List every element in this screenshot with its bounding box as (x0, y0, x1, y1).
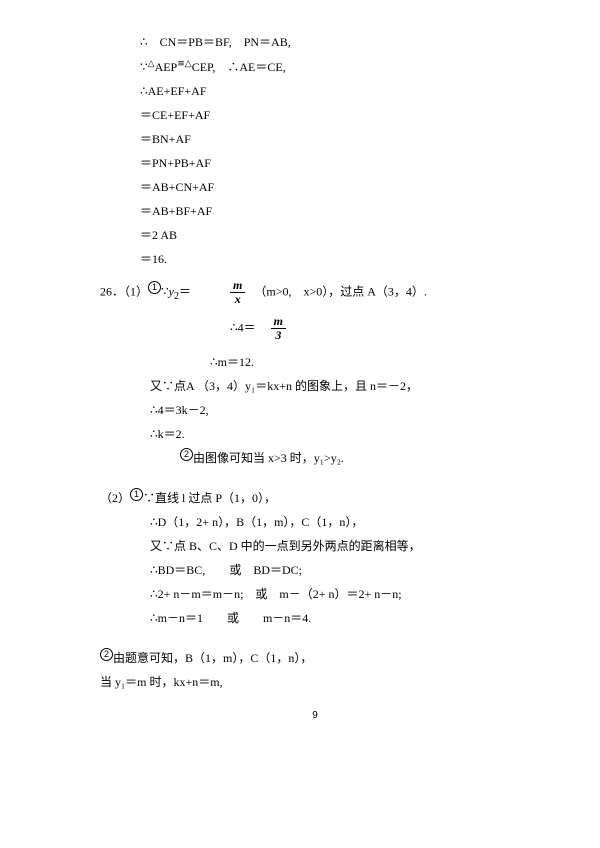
q26-1-line1: 26．（1）1∵y2＝ mx （m>0, x>0），过点 A（3，4）. (100, 279, 530, 307)
q26-2b-line2: 当 y₁＝m 时，kx+n＝m, (100, 670, 530, 694)
q26-2-line3: 又∵点 B、C、D 中的一点到另外两点的距离相等， (100, 534, 530, 558)
q26-2-line5: ∴2+ n－m＝m－n; 或 m－（2+ n）＝2+ n－n; (100, 582, 530, 606)
proof-line-1: ∴ CN＝PB＝BF, PN＝AB, (100, 30, 530, 54)
page-number: 9 (100, 706, 530, 726)
frac-den: 3 (271, 329, 286, 342)
circled-2-icon: 2 (100, 648, 113, 661)
q26-2-line6: ∴m－n＝1 或 m－n＝4. (100, 606, 530, 630)
congruent-icon: ≌△ (177, 58, 191, 68)
tail: （m>0, x>0），过点 A（3，4）. (260, 284, 427, 298)
text: 由图像可知当 x>3 时，y₁>y₂. (193, 451, 344, 465)
text: ∵直线 l 过点 P（1，0）， (143, 491, 276, 505)
proof-line-2: ∵△AEP≌△CEP, ∴AE＝CE, (100, 54, 530, 79)
q26-1-line3: ∴m＝12. (100, 350, 530, 374)
circled-1-icon: 1 (148, 281, 161, 294)
q26-2-line4: ∴BD＝BC, 或 BD＝DC; (100, 558, 530, 582)
q26-1-line2: ∴4＝ m3 (100, 315, 530, 342)
q26-2b-line1: 2由题意可知，B（1，m），C（1，n）， (100, 646, 530, 670)
proof-line-7: ＝AB+CN+AF (100, 175, 530, 199)
proof-line-6: ＝PN+PB+AF (100, 151, 530, 175)
proof-line-8: ＝AB+BF+AF (100, 199, 530, 223)
triangle-icon: △ (148, 58, 155, 68)
proof-line-5: ＝BN+AF (100, 127, 530, 151)
text: ∴ CN＝PB＝BF, PN＝AB, (140, 35, 291, 49)
q26-1-line5: ∴4＝3k－2, (100, 398, 530, 422)
frac-den: x (230, 293, 245, 306)
proof-line-9: ＝2 AB (100, 223, 530, 247)
frac-num: m (271, 315, 286, 329)
num: 26．（1） (100, 284, 148, 298)
q26-1-line4: 又∵点A （3，4）y₁＝kx+n 的图象上，且 n＝－2， (100, 374, 530, 398)
text: CEP, ∴AE＝CE, (192, 60, 286, 74)
proof-line-3: ∴AE+EF+AF (100, 79, 530, 103)
text: 由题意可知，B（1，m），C（1，n）， (113, 651, 312, 665)
text: ∵ (161, 284, 169, 298)
text: ∴4＝ (230, 320, 256, 334)
frac-num: m (230, 279, 245, 293)
q26-2-line2: ∴D（1，2+ n），B（1，m），C（1，n）， (100, 510, 530, 534)
num: （2） (100, 491, 130, 505)
circled-1-icon: 1 (130, 488, 143, 501)
eq: ＝ (179, 284, 191, 298)
q26-1-line6: ∴k＝2. (100, 422, 530, 446)
text: AEP (155, 60, 178, 74)
fraction: m3 (271, 315, 286, 342)
fraction: mx (230, 279, 245, 306)
proof-line-10: ＝16. (100, 247, 530, 271)
proof-line-4: ＝CE+EF+AF (100, 103, 530, 127)
sym: ∵ (140, 60, 148, 74)
q26-2-line1: （2）1∵直线 l 过点 P（1，0）， (100, 486, 530, 510)
q26-1-line7: 2由图像可知当 x>3 时，y₁>y₂. (100, 446, 530, 470)
circled-2-icon: 2 (180, 448, 193, 461)
